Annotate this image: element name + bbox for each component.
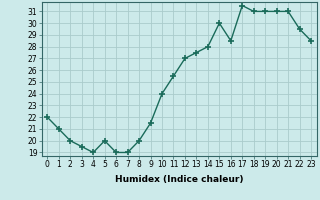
X-axis label: Humidex (Indice chaleur): Humidex (Indice chaleur) (115, 175, 244, 184)
